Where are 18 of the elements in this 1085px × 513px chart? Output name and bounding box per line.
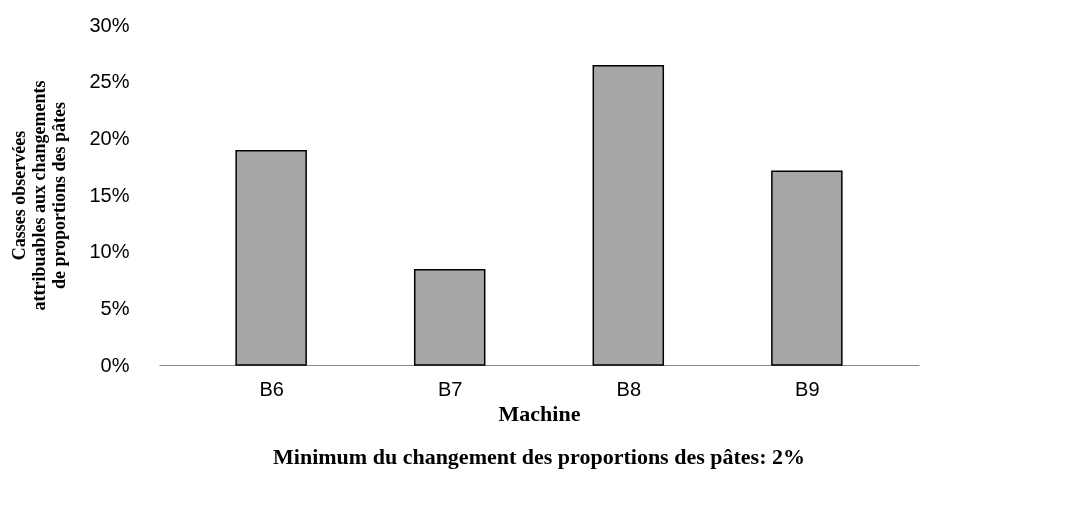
bar xyxy=(771,170,843,366)
y-tick-label: 15% xyxy=(89,183,130,206)
y-tick-label: 5% xyxy=(100,296,130,319)
text: Minimum du changement des proportions des pâtes: 2% xyxy=(273,444,805,469)
y-axis-title: Casses observées attribuables aux changements de proportions des pâtes xyxy=(9,80,70,311)
y-tick-label: 30% xyxy=(89,13,130,36)
x-tick-label: B7 xyxy=(437,377,463,400)
x-axis-title: Machine xyxy=(498,400,581,426)
bar xyxy=(592,65,665,366)
x-tick-label: B9 xyxy=(795,377,820,400)
bar xyxy=(413,269,486,366)
y-tick-label: 25% xyxy=(89,70,130,93)
y-tick-label: 10% xyxy=(89,240,130,263)
x-tick-label: B8 xyxy=(616,377,642,400)
y-tick-label: 0% xyxy=(100,353,130,376)
y-tick-label: 20% xyxy=(89,126,130,149)
bar xyxy=(235,150,307,366)
x-tick-label: B6 xyxy=(259,377,284,400)
